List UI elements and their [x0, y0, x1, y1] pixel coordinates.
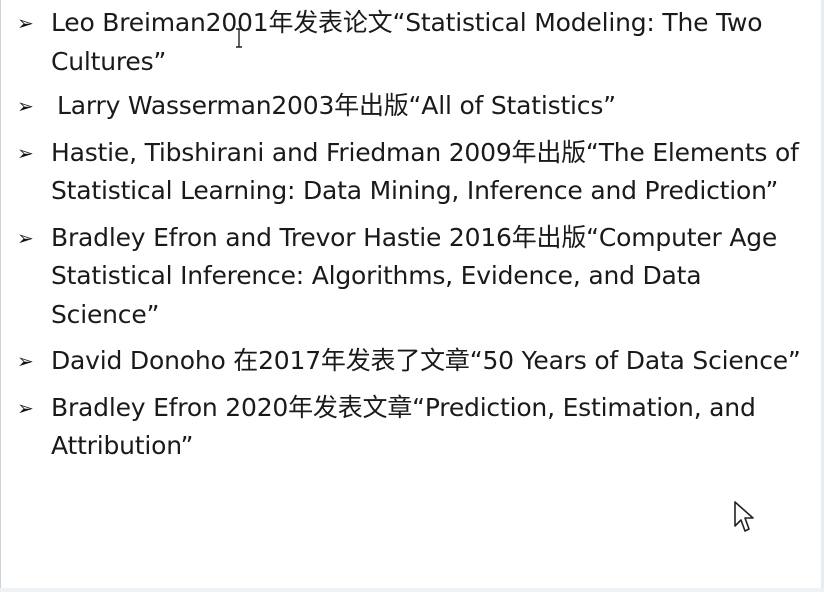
reference-item: ➢ Bradley Efron and Trevor Hastie 2016年出… [17, 219, 807, 335]
reference-text: Hastie, Tibshirani and Friedman 2009年出版“… [51, 137, 799, 206]
slide-frame-bottom [0, 588, 824, 592]
arrow-bullet-icon: ➢ [17, 349, 34, 373]
reference-item: ➢ Hastie, Tibshirani and Friedman 2009年出… [17, 134, 807, 211]
reference-item: ➢ Larry Wasserman2003年出版“All of Statisti… [17, 87, 807, 126]
reference-item: ➢ Bradley Efron 2020年发表文章“Prediction, Es… [17, 389, 807, 466]
reference-item: ➢ David Donoho 在2017年发表了文章“50 Years of D… [17, 342, 807, 381]
reference-text: Bradley Efron and Trevor Hastie 2016年出版“… [51, 222, 778, 329]
arrow-bullet-icon: ➢ [17, 94, 34, 118]
reference-text: Larry Wasserman2003年出版“All of Statistics… [57, 91, 616, 120]
arrow-bullet-icon: ➢ [17, 395, 34, 420]
reference-text: Bradley Efron 2020年发表文章“Prediction, Esti… [51, 392, 756, 461]
reference-list: ➢ Leo Breiman2001年发表论文“Statistical Model… [17, 4, 807, 474]
arrow-bullet-icon: ➢ [17, 140, 34, 165]
reference-text: David Donoho 在2017年发表了文章“50 Years of Dat… [51, 346, 801, 375]
slide-frame-edge [821, 0, 824, 592]
arrow-bullet-icon: ➢ [17, 11, 34, 35]
arrow-bullet-icon: ➢ [17, 225, 34, 250]
reference-text: Leo Breiman2001年发表论文“Statistical Modelin… [51, 8, 763, 76]
reference-item: ➢ Leo Breiman2001年发表论文“Statistical Model… [17, 4, 807, 81]
arrow-pointer-icon [734, 501, 754, 532]
i-beam-icon [236, 28, 242, 48]
